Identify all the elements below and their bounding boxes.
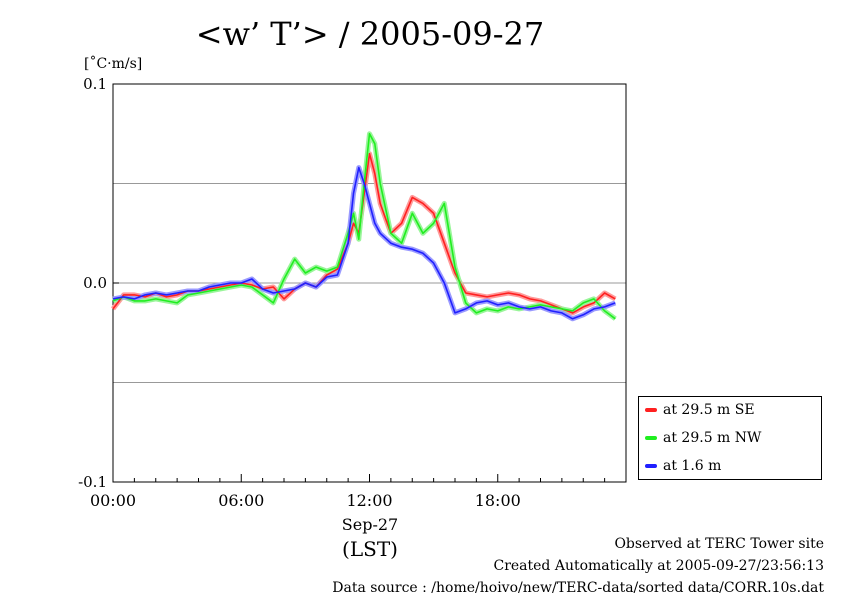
legend-swatch-nw xyxy=(645,436,657,440)
y-tick-label: 0.1 xyxy=(83,75,107,93)
x-axis-label: (LST) xyxy=(342,537,398,561)
y-tick-label: -0.1 xyxy=(78,473,107,491)
x-tick-label: 06:00 xyxy=(218,491,264,510)
grid-lines xyxy=(113,183,626,383)
x-date-label: Sep-27 xyxy=(341,515,399,534)
chart-title: <w’ T’> / 2005-09-27 xyxy=(195,15,545,53)
axis-ticks: 0.1 0.0 -0.100:00 06:00 12:00 18:00 xyxy=(78,75,627,510)
x-tick-label: 00:00 xyxy=(90,491,136,510)
legend: at 29.5 m SE at 29.5 m NW at 1.6 m xyxy=(638,396,822,480)
legend-swatch-se xyxy=(645,408,657,412)
series-line-2 xyxy=(112,166,616,320)
y-axis-unit: [˚C·m/s] xyxy=(84,56,143,72)
legend-item-se: at 29.5 m SE xyxy=(645,399,755,421)
footer-created: Created Automatically at 2005-09-27/23:5… xyxy=(493,558,824,574)
legend-label-1p6: at 1.6 m xyxy=(663,458,722,474)
legend-item-nw: at 29.5 m NW xyxy=(645,427,761,449)
y-tick-label: 0.0 xyxy=(83,274,107,292)
legend-label-nw: at 29.5 m NW xyxy=(663,430,762,446)
x-tick-label: 12:00 xyxy=(346,491,392,510)
series-layer xyxy=(111,131,617,322)
legend-item-1p6: at 1.6 m xyxy=(645,455,721,477)
footer-source: Data source : /home/hoivo/new/TERC-data/… xyxy=(332,580,824,596)
footer-observed: Observed at TERC Tower site xyxy=(614,536,824,552)
x-tick-label: 18:00 xyxy=(475,491,521,510)
legend-label-se: at 29.5 m SE xyxy=(663,402,755,418)
legend-swatch-1p6 xyxy=(645,464,657,468)
